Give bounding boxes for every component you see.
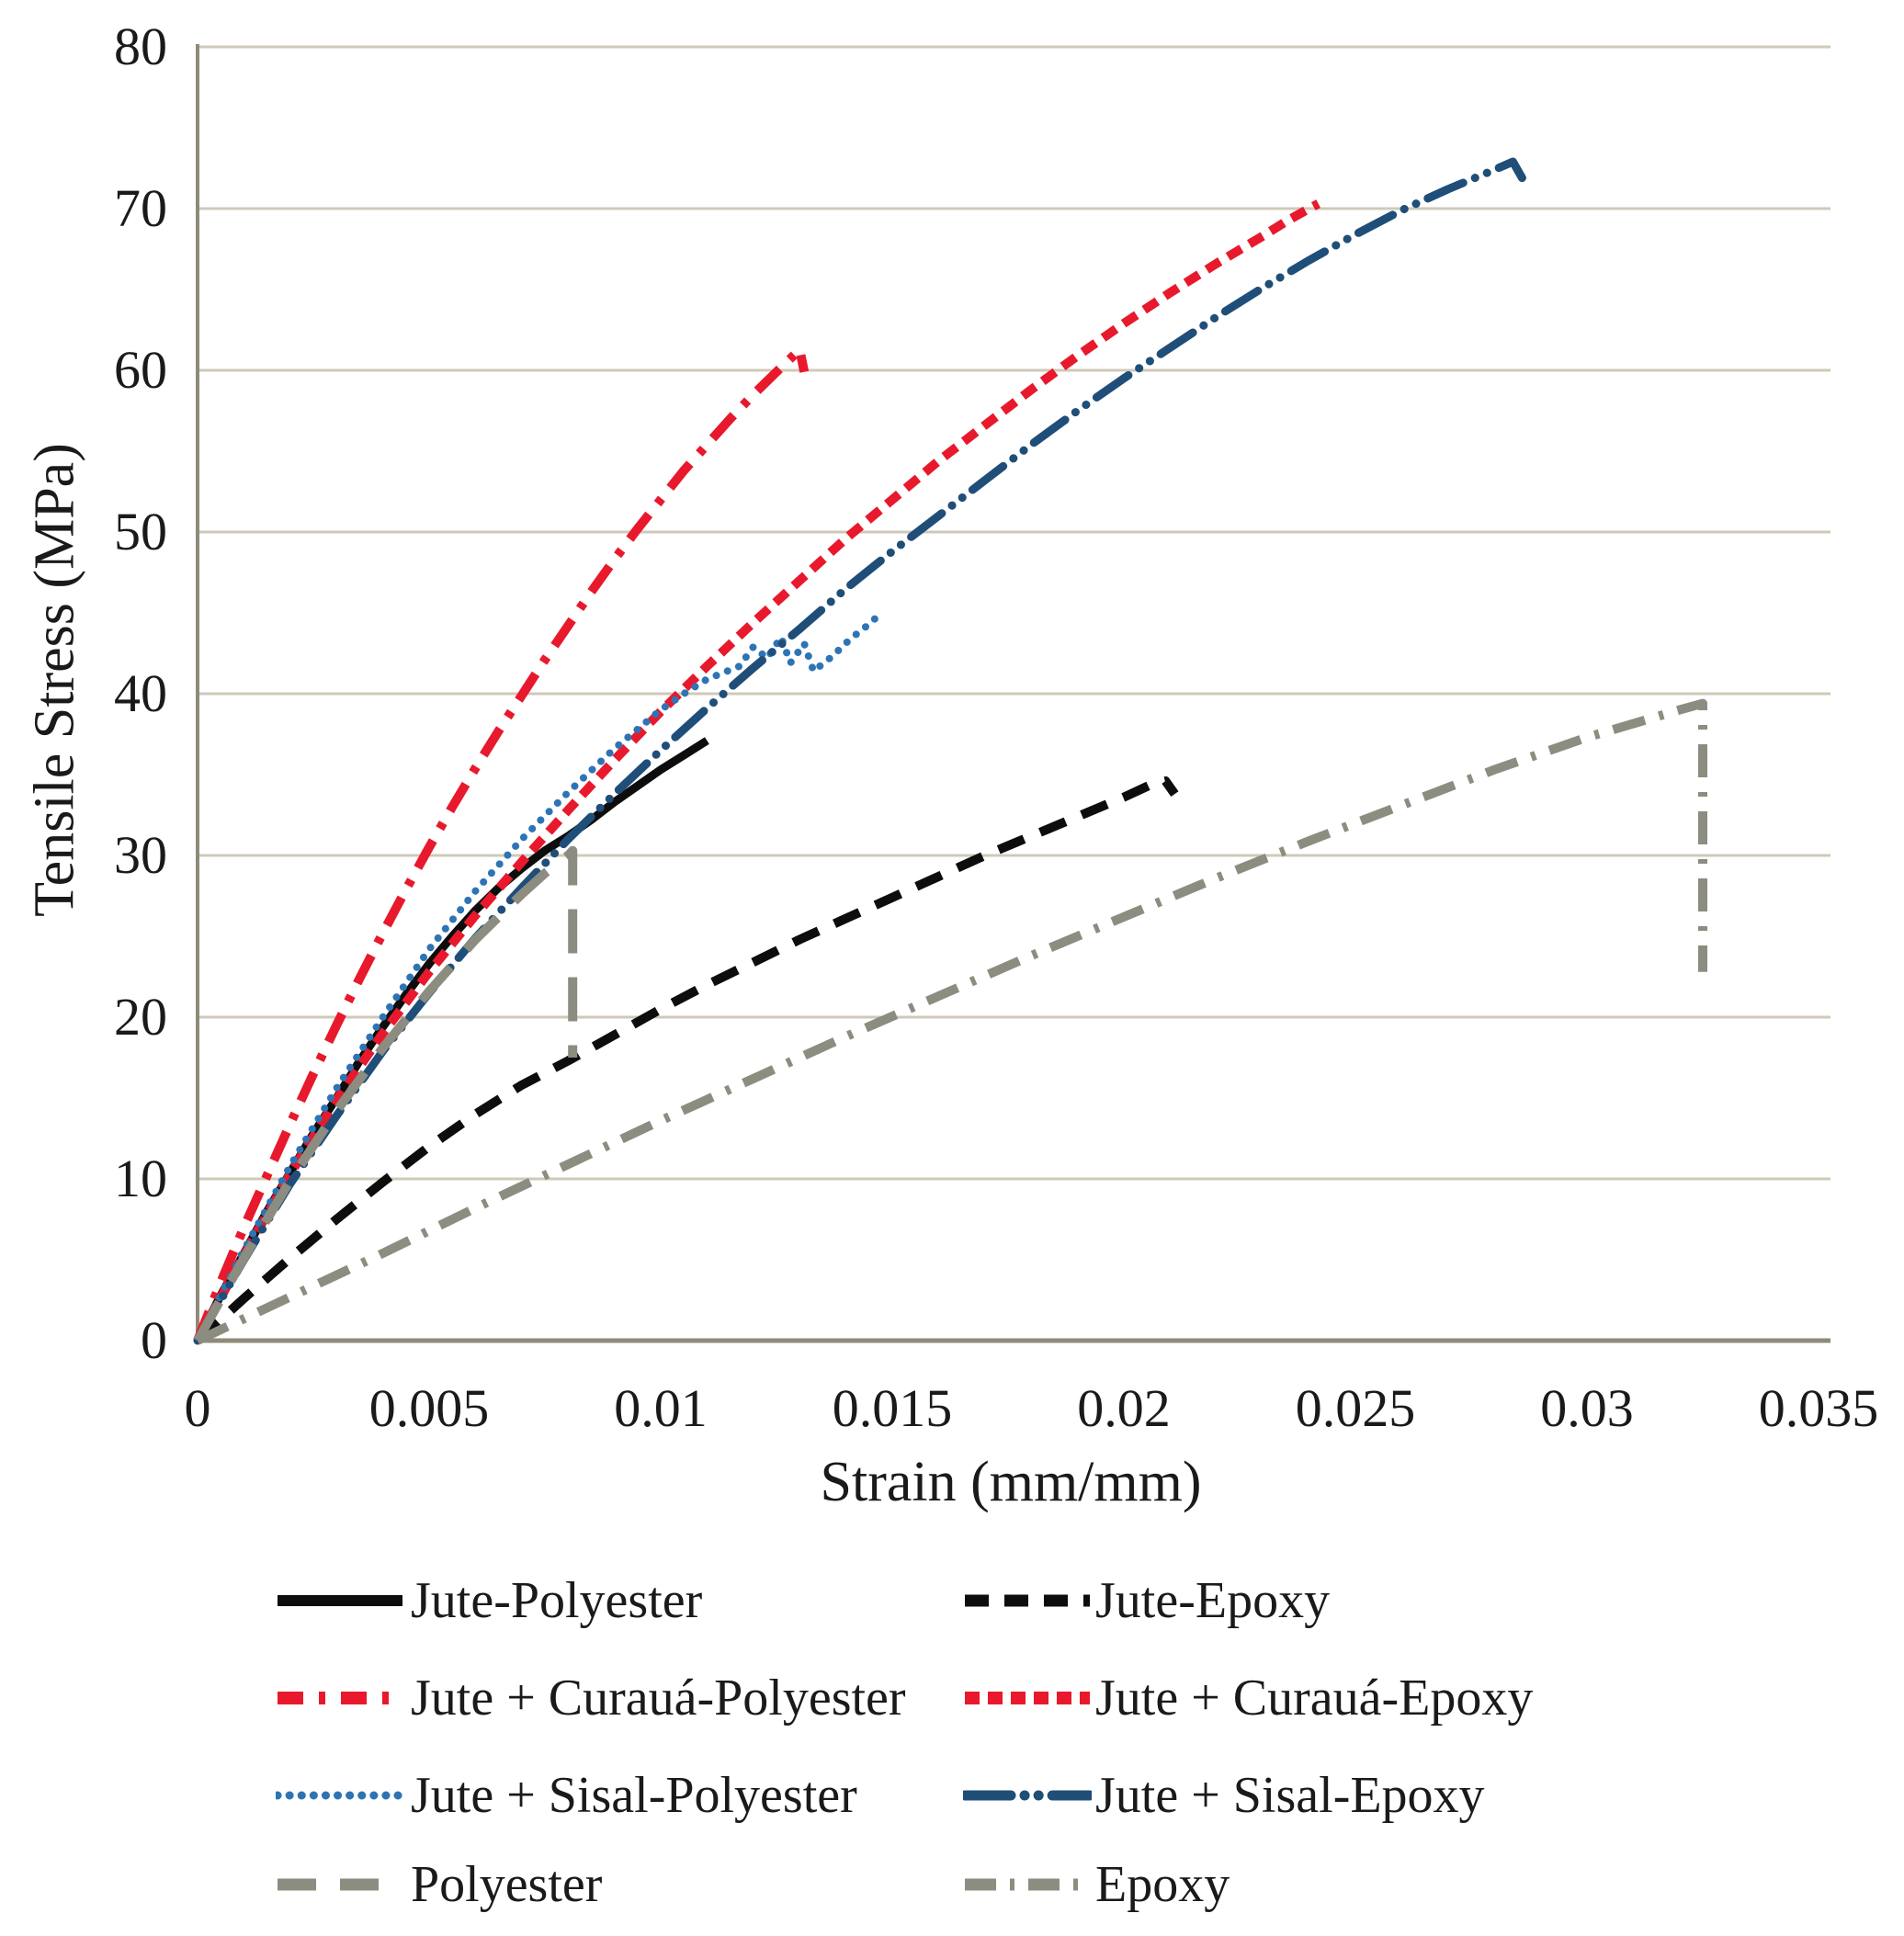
series-line-jute-sisal-polyester	[194, 607, 887, 1344]
x-tick-label-0.01: 0.01	[614, 1378, 708, 1438]
legend-swatch-epoxy	[965, 1878, 1090, 1891]
x-tick-label-0.035: 0.035	[1758, 1378, 1879, 1438]
legend-label-jute-curau-polyester: Jute + Curauá-Polyester	[411, 1670, 906, 1727]
x-tick-label-0.02: 0.02	[1077, 1378, 1171, 1438]
series-line-jute-epoxy	[194, 776, 1179, 1344]
legend-swatch-jute-sisal-epoxy	[963, 1790, 1092, 1801]
legend-label-epoxy: Epoxy	[1095, 1856, 1230, 1913]
series-line-jute-sisal-epoxy	[193, 157, 1526, 1345]
legend-label-jute-epoxy: Jute-Epoxy	[1095, 1572, 1331, 1629]
y-tick-label-20: 20	[114, 987, 167, 1047]
series-line-epoxy	[195, 698, 1707, 1345]
legend-swatch-jute-polyester	[278, 1595, 402, 1606]
x-tick-label-0.015: 0.015	[832, 1378, 953, 1438]
series-line-polyester	[193, 845, 578, 1343]
x-tick-label-0: 0	[184, 1378, 211, 1438]
series-line-jute-polyester	[193, 737, 709, 1343]
y-tick-label-0: 0	[141, 1310, 167, 1370]
y-tick-label-50: 50	[114, 502, 167, 561]
x-tick-label-0.025: 0.025	[1295, 1378, 1416, 1438]
legend-swatch-jute-sisal-polyester	[276, 1791, 404, 1800]
legend-swatch-jute-curau-polyester	[278, 1692, 402, 1704]
series-line-jute-curau-polyester	[193, 345, 810, 1342]
x-tick-label-0.005: 0.005	[368, 1378, 490, 1438]
legend-swatch-jute-curau-epoxy	[965, 1692, 1090, 1704]
series-line-jute-curau-epoxy	[193, 199, 1321, 1343]
y-tick-label-40: 40	[114, 663, 167, 723]
legend-label-jute-sisal-epoxy: Jute + Sisal-Epoxy	[1095, 1767, 1485, 1824]
legend-swatch-polyester	[278, 1878, 402, 1891]
x-axis-title: Strain (mm/mm)	[820, 1451, 1202, 1513]
legend-swatch-jute-epoxy	[965, 1594, 1090, 1607]
legend-label-polyester: Polyester	[411, 1856, 603, 1913]
y-tick-label-30: 30	[114, 825, 167, 885]
y-tick-label-80: 80	[114, 17, 167, 76]
x-tick-label-0.03: 0.03	[1540, 1378, 1634, 1438]
legend-label-jute-curau-epoxy: Jute + Curauá-Epoxy	[1095, 1670, 1534, 1727]
legend-label-jute-polyester: Jute-Polyester	[411, 1572, 703, 1629]
legend-label-jute-sisal-polyester: Jute + Sisal-Polyester	[411, 1767, 857, 1824]
y-tick-label-10: 10	[114, 1149, 167, 1208]
y-tick-label-60: 60	[114, 340, 167, 400]
y-tick-label-70: 70	[114, 178, 167, 238]
